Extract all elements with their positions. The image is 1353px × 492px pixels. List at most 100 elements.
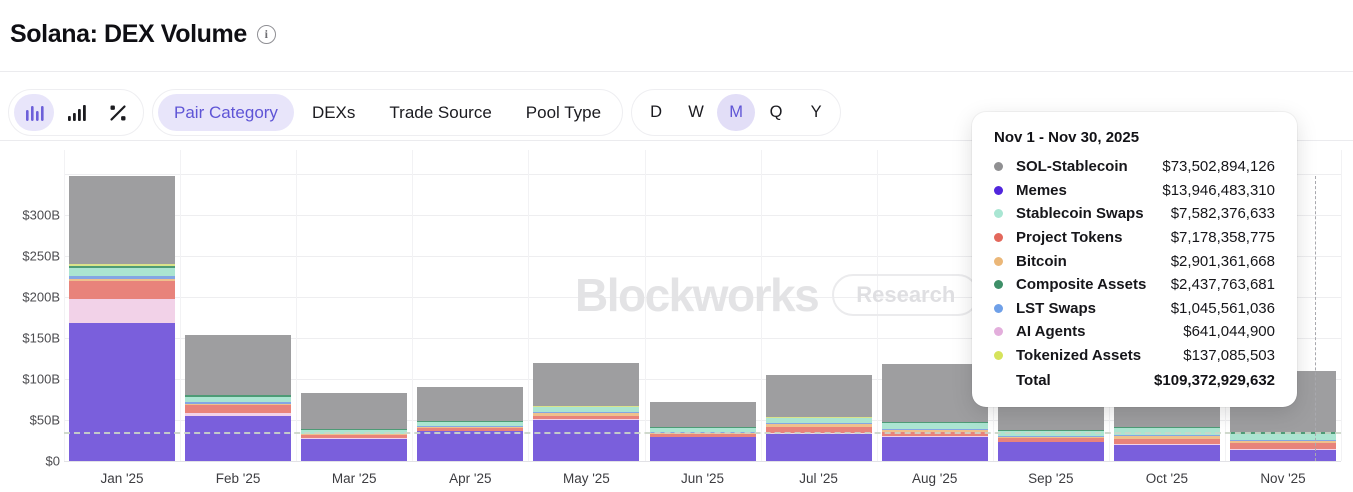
segment-composite-assets <box>533 406 640 408</box>
project-tokens-dot-icon <box>994 233 1003 243</box>
segment-stablecoin-swaps <box>1230 433 1336 440</box>
segment-project-tokens <box>417 428 524 431</box>
tooltip-row-value: $641,044,900 <box>1183 323 1275 341</box>
bar-aug-25[interactable] <box>881 364 988 461</box>
tooltip-date-range: Nov 1 - Nov 30, 2025 <box>994 129 1140 146</box>
x-axis-label: Apr '25 <box>449 471 492 486</box>
segment-composite-assets <box>69 265 175 268</box>
tooltip-row-project-tokens: Project Tokens $7,178,358,775 <box>994 226 1275 250</box>
segment-sol-stablecoin <box>417 387 524 422</box>
segment-composite-assets <box>185 395 292 397</box>
bar-mar-25[interactable] <box>301 393 408 461</box>
segment-bitcoin <box>1230 440 1336 444</box>
segment-composite-assets <box>301 429 408 431</box>
segment-lst-swaps <box>997 435 1104 437</box>
segment-bitcoin <box>69 278 175 282</box>
column-chart-icon[interactable] <box>14 94 54 131</box>
segment-bitcoin <box>1113 435 1220 440</box>
grid-line-h <box>64 215 1341 216</box>
research-badge: Research <box>832 274 980 316</box>
info-icon[interactable]: i <box>256 25 276 44</box>
range-q[interactable]: Q <box>769 103 783 121</box>
percent-change-icon[interactable] <box>98 94 138 131</box>
x-axis-label: Jun '25 <box>680 471 725 486</box>
tooltip-row-sol-stablecoin: SOL-Stablecoin $73,502,894,126 <box>994 155 1275 179</box>
tooltip-row-bitcoin: Bitcoin $2,901,361,668 <box>994 249 1275 273</box>
header-divider <box>0 71 1353 72</box>
x-axis-label: Aug '25 <box>912 471 958 486</box>
segment-project-tokens <box>185 405 292 413</box>
bar-jul-25[interactable] <box>765 374 872 461</box>
grid-line-v <box>528 150 530 461</box>
tooltip-row-value: $2,901,361,668 <box>1170 252 1275 270</box>
range-y[interactable]: Y <box>810 103 822 121</box>
tooltip-row-value: $7,582,376,633 <box>1170 205 1275 223</box>
tooltip-row-lst-swaps: LST Swaps $1,045,561,036 <box>994 297 1275 321</box>
segment-memes <box>1230 449 1336 461</box>
segment-bitcoin <box>997 436 1104 439</box>
tab-pool-type[interactable]: Pool Type <box>525 102 602 122</box>
bar-may-25[interactable] <box>533 362 640 461</box>
tooltip-row-stablecoin-swaps: Stablecoin Swaps $7,582,376,633 <box>994 202 1275 226</box>
grid-line-h <box>64 174 1341 175</box>
grid-line-h <box>64 338 1341 339</box>
segment-memes <box>417 431 524 461</box>
segment-lst-swaps <box>1230 439 1336 441</box>
segment-composite-assets <box>881 422 988 424</box>
segment-ai-agents <box>533 419 640 420</box>
segment-lst-swaps <box>69 275 175 279</box>
bar-feb-25[interactable] <box>185 335 292 461</box>
segment-stablecoin-swaps <box>69 267 175 276</box>
tab-pair-category[interactable]: Pair Category <box>158 94 294 131</box>
range-m[interactable]: M <box>717 94 756 131</box>
grid-line-v <box>876 150 878 461</box>
segment-sol-stablecoin <box>185 335 292 396</box>
tooltip-row-label: Composite Assets <box>1016 276 1147 294</box>
y-axis-label: $150B <box>22 330 60 346</box>
range-w[interactable]: W <box>688 103 704 121</box>
tooltip-row-composite-assets: Composite Assets $2,437,763,681 <box>994 273 1275 297</box>
segment-stablecoin-swaps <box>301 430 408 434</box>
composite-assets-dot-icon <box>994 280 1003 290</box>
tooltip-row-label: Memes <box>1016 181 1067 199</box>
segment-lst-swaps <box>881 428 988 430</box>
segment-bitcoin <box>765 424 872 427</box>
tooltip-row-label: Tokenized Assets <box>1016 347 1142 365</box>
tab-trade-source[interactable]: Trade Source <box>389 102 492 122</box>
segment-ai-agents <box>997 441 1104 443</box>
segment-stablecoin-swaps <box>417 422 524 427</box>
segment-project-tokens <box>1230 443 1336 450</box>
segment-bitcoin <box>185 404 292 406</box>
tab-dexs[interactable]: DEXs <box>311 102 356 122</box>
segment-ai-agents <box>417 430 524 432</box>
segment-project-tokens <box>69 281 175 299</box>
segment-ai-agents <box>649 436 756 438</box>
x-axis-label: Jul '25 <box>799 471 838 486</box>
segment-sol-stablecoin <box>69 175 175 265</box>
segment-lst-swaps <box>533 412 640 414</box>
segment-ai-agents <box>69 298 175 324</box>
segment-bitcoin <box>533 413 640 416</box>
x-axis-label: Jan '25 <box>100 471 144 486</box>
segment-stablecoin-swaps <box>533 407 640 413</box>
breakdown-tabs: Pair Category DEXs Trade Source Pool Type <box>152 89 624 136</box>
x-axis-label: Sep '25 <box>1028 471 1074 486</box>
tooltip-row-label: AI Agents <box>1016 323 1086 341</box>
segment-ai-agents <box>881 436 988 438</box>
bar-apr-25[interactable] <box>417 387 524 461</box>
segment-stablecoin-swaps <box>765 418 872 424</box>
segment-memes <box>997 442 1104 461</box>
grid-line-v <box>180 150 182 461</box>
bar-jan-25[interactable] <box>69 175 175 461</box>
range-d[interactable]: D <box>650 103 663 121</box>
segment-composite-assets <box>997 429 1104 431</box>
grid-line-v <box>644 150 646 461</box>
segment-bitcoin <box>881 429 988 433</box>
segment-memes <box>881 437 988 461</box>
tooltip-row-value: $7,178,358,775 <box>1170 229 1275 247</box>
ai-agents-dot-icon <box>994 327 1003 337</box>
tooltip-row-value: $137,085,503 <box>1183 347 1275 365</box>
ascending-bars-icon[interactable] <box>56 94 96 131</box>
x-axis-label: May '25 <box>562 471 610 486</box>
